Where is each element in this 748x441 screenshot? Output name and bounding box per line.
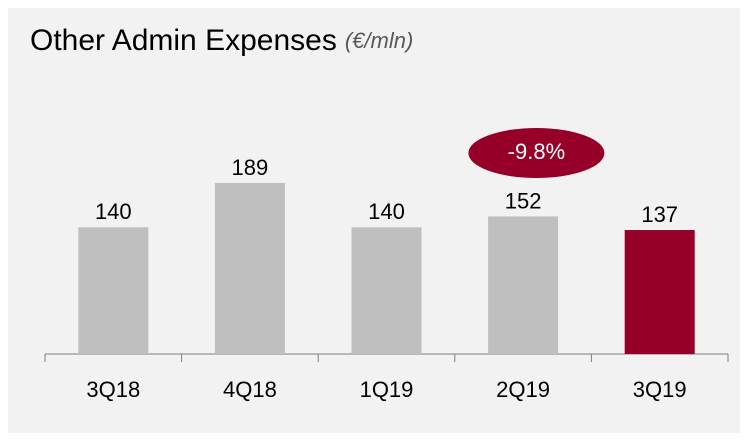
annotation-badge [468, 128, 605, 178]
x-tick-label: 2Q19 [496, 377, 550, 402]
chart-subtitle: (€/mln) [345, 28, 413, 53]
panel [8, 8, 740, 433]
value-label: 137 [641, 202, 678, 227]
bar [78, 227, 149, 354]
bar [214, 182, 285, 354]
bar [488, 216, 559, 354]
value-label: 152 [505, 188, 542, 213]
x-tick-label: 3Q19 [633, 377, 687, 402]
value-label: 140 [368, 199, 405, 224]
value-label: 189 [232, 155, 269, 180]
bar [624, 230, 695, 354]
chart-title: Other Admin Expenses [30, 24, 337, 57]
x-tick-label: 1Q19 [360, 377, 414, 402]
bar [351, 227, 422, 354]
x-tick-label: 4Q18 [223, 377, 277, 402]
annotation: -9.8% [508, 139, 565, 164]
x-tick-label: 3Q18 [86, 377, 140, 402]
chart-title-group: Other Admin Expenses (€/mln) [30, 24, 413, 57]
value-label: 140 [95, 199, 132, 224]
